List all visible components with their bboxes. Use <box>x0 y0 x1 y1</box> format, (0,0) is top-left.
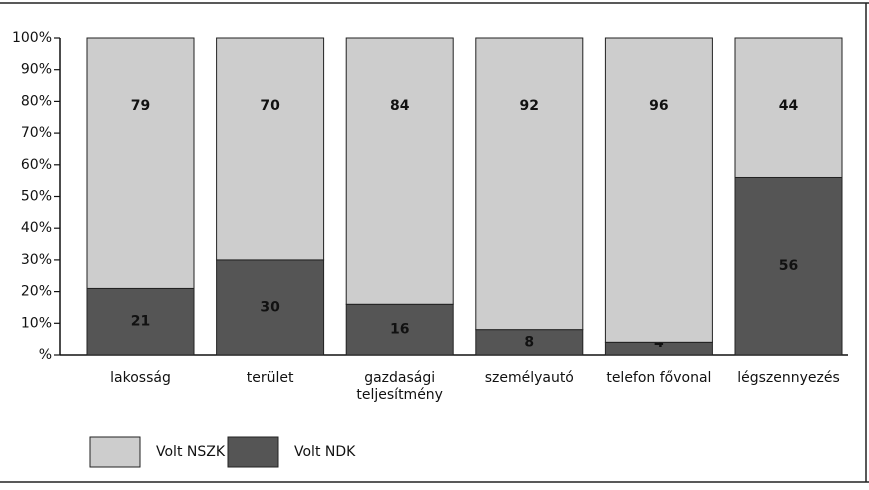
y-tick-label: 30% <box>21 252 52 268</box>
value-label: 30 <box>260 299 280 315</box>
y-tick-label: 20% <box>21 284 52 300</box>
bar-segment <box>734 37 843 178</box>
bar-segment <box>86 37 195 289</box>
bar-segment <box>216 37 325 261</box>
y-tick-label: 80% <box>21 93 52 109</box>
legend-label: Volt NDK <box>294 444 356 460</box>
y-tick-label: 50% <box>21 189 52 205</box>
value-label: 96 <box>649 98 668 114</box>
x-tick-label: gazdasági teljesítmény <box>356 370 443 403</box>
y-tick-label: 70% <box>21 125 52 141</box>
bar-segment <box>86 287 195 356</box>
bar-segment <box>345 303 454 356</box>
x-tick-label: telefon fővonal <box>606 370 712 386</box>
y-tick-label: 90% <box>21 62 52 78</box>
x-tick-label: terület <box>246 370 294 386</box>
value-label: 44 <box>779 98 799 114</box>
bar-segment <box>475 37 584 331</box>
x-tick-label: lakosság <box>110 370 171 386</box>
x-tick-label: légszennyezés <box>737 370 840 386</box>
x-tick-label: személyautó <box>484 370 574 386</box>
y-tick-label: 10% <box>21 315 52 331</box>
value-label: 56 <box>779 258 798 274</box>
value-label: 4 <box>654 335 664 351</box>
value-label: 92 <box>520 98 539 114</box>
bar-segment <box>345 37 454 305</box>
bar-segment <box>604 37 713 343</box>
value-label: 16 <box>390 322 409 338</box>
legend-swatch <box>89 436 141 468</box>
legend-label: Volt NSZK <box>156 444 226 460</box>
value-label: 8 <box>524 334 534 350</box>
y-tick-label: % <box>39 347 52 363</box>
value-label: 84 <box>390 98 410 114</box>
bar-segment <box>734 176 843 356</box>
bar-segment <box>216 259 325 356</box>
y-tick-label: 40% <box>21 220 52 236</box>
y-tick-label: 100% <box>12 30 52 46</box>
value-label: 21 <box>131 314 150 330</box>
y-tick-label: 60% <box>21 157 52 173</box>
bar-segment <box>475 329 584 356</box>
value-label: 70 <box>260 98 280 114</box>
value-label: 79 <box>131 98 150 114</box>
legend-swatch <box>227 436 279 468</box>
